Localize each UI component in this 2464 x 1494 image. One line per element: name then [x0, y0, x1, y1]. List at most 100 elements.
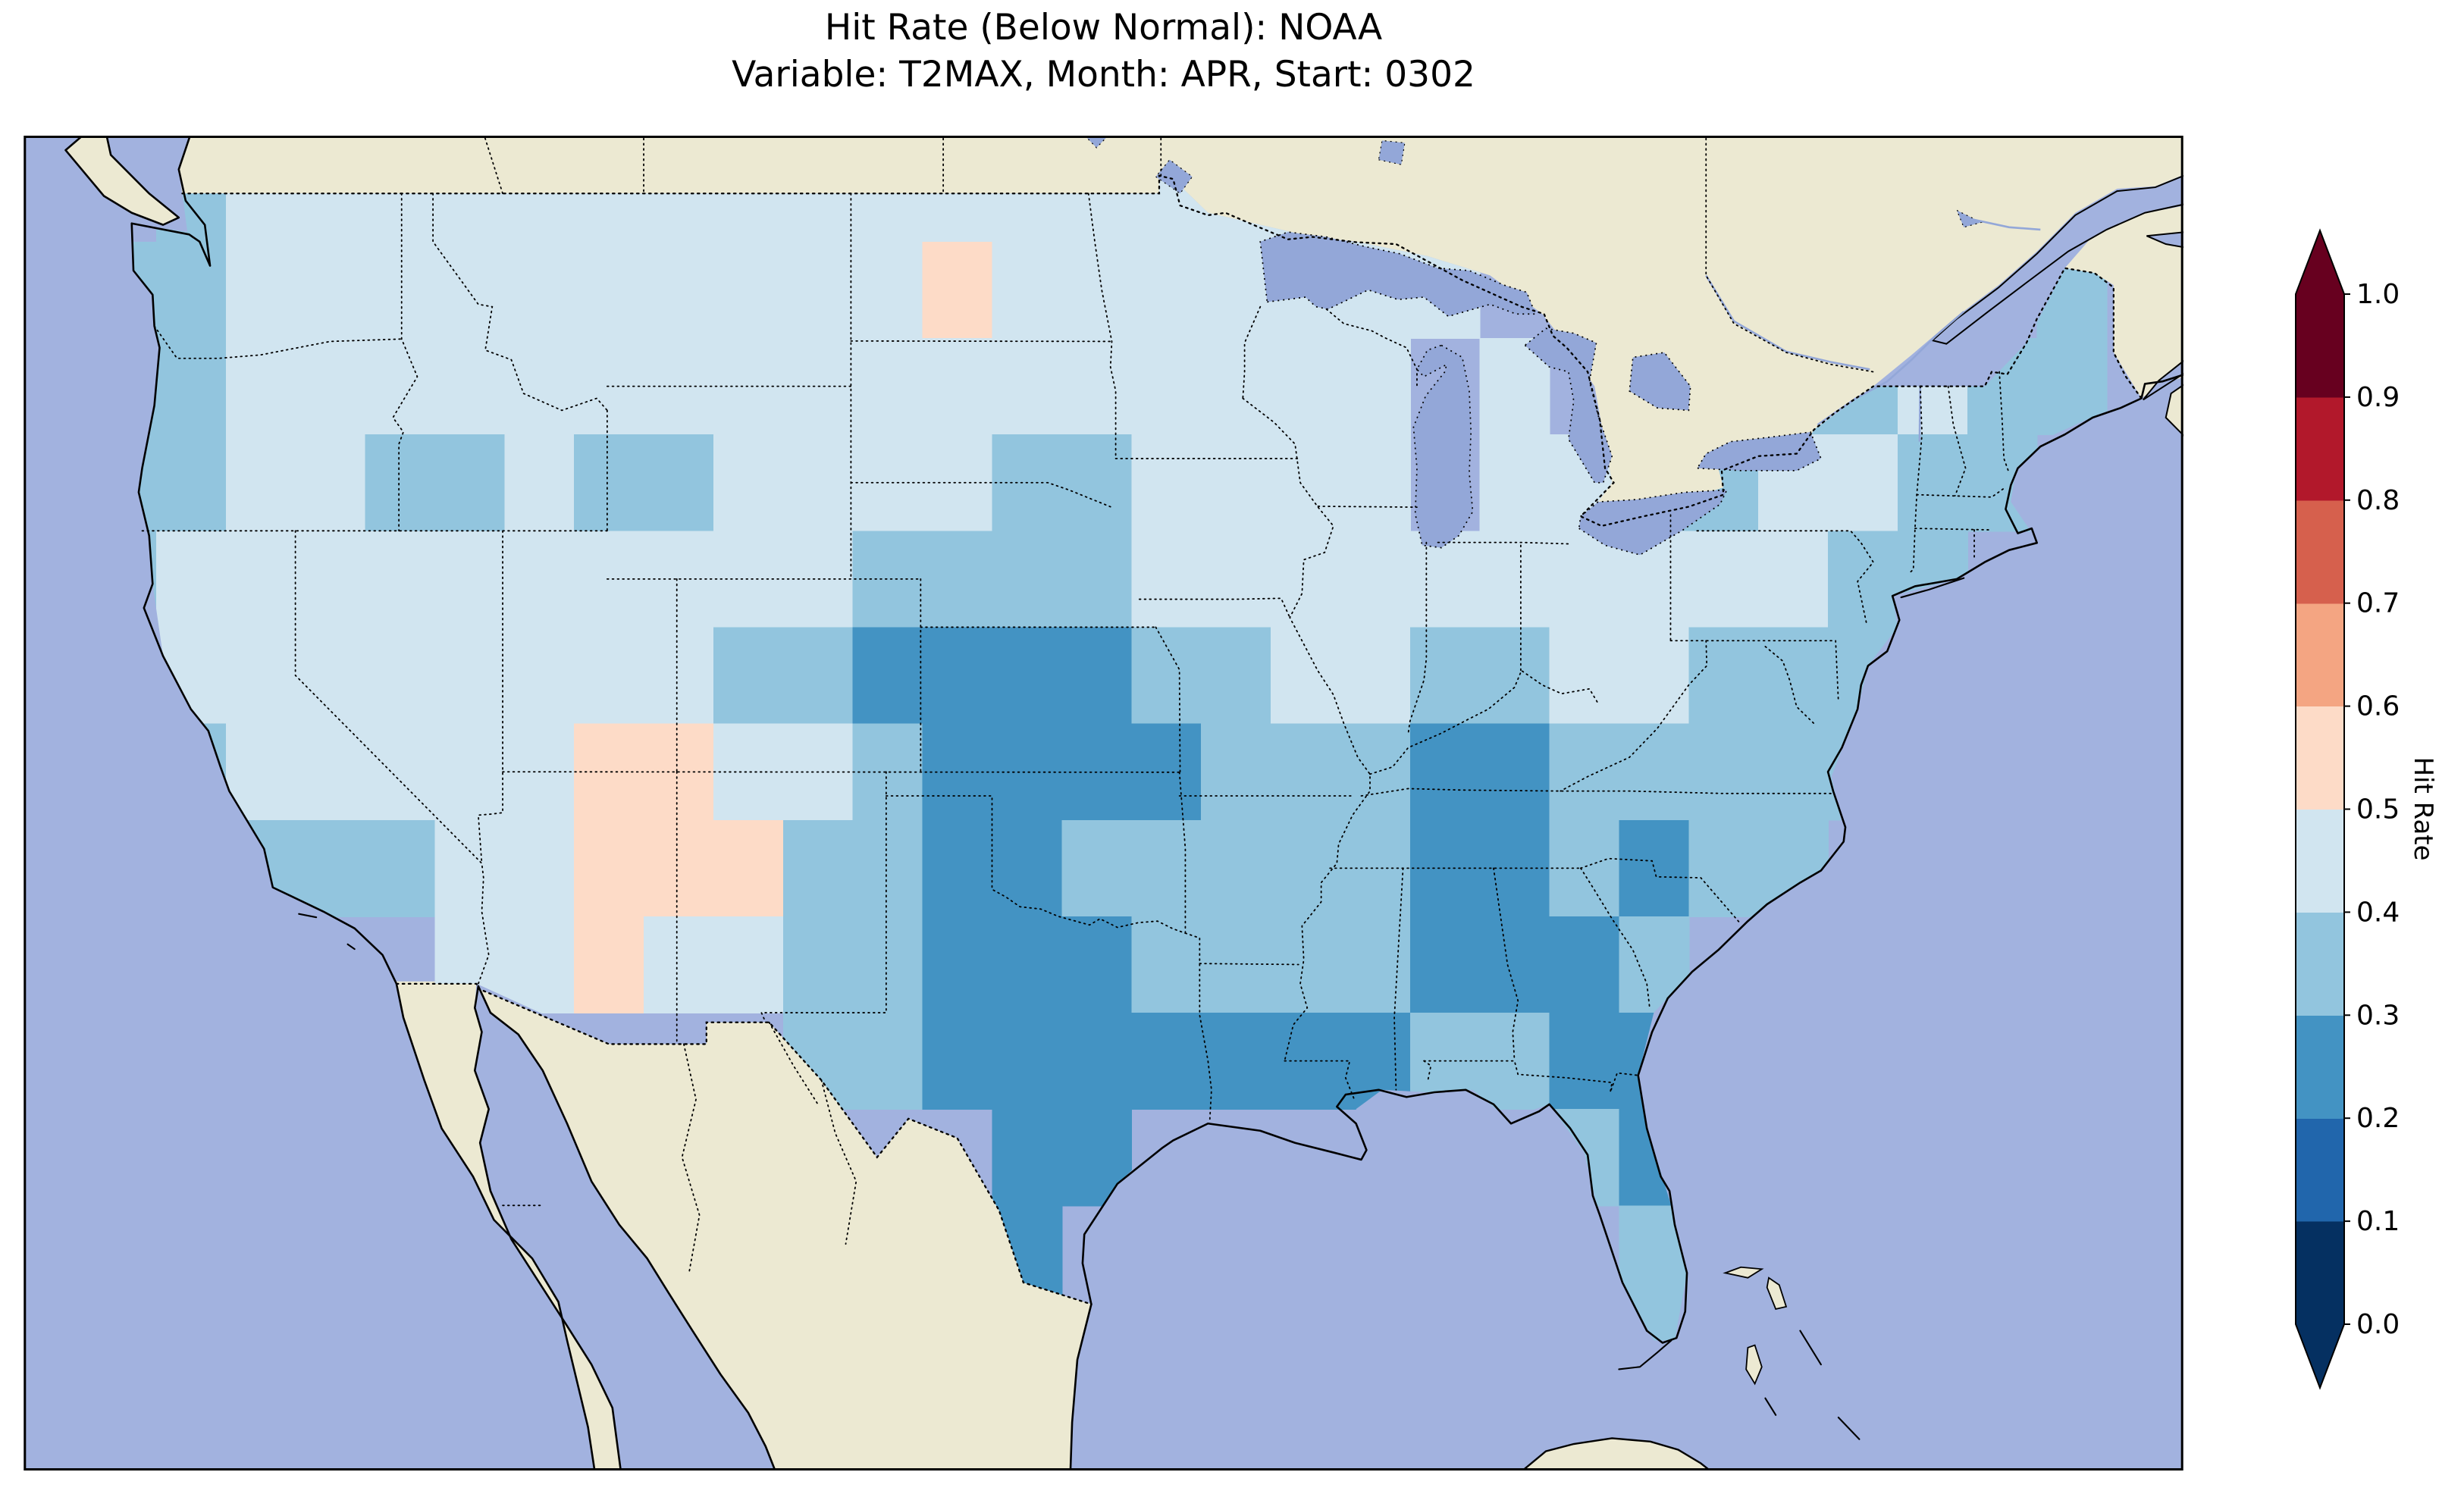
- grid-cell: [1688, 531, 1760, 628]
- grid-cell: [644, 627, 714, 725]
- grid-cell: [295, 241, 366, 339]
- grid-cell: [1898, 434, 1968, 532]
- grid-cell: [922, 916, 993, 1014]
- grid-cell: [1061, 434, 1133, 532]
- grid-cell: [1201, 723, 1271, 821]
- us-map-svg: [24, 136, 2183, 1471]
- grid-cell: [1409, 531, 1481, 628]
- figure-title-block: Hit Rate (Below Normal): NOAA Variable: …: [24, 5, 2183, 99]
- grid-cell: [365, 627, 436, 725]
- grid-cell: [225, 338, 296, 436]
- grid-cell: [1201, 627, 1271, 725]
- grid-cell: [1340, 434, 1411, 532]
- grid-cell: [1549, 531, 1620, 628]
- grid-cell: [295, 434, 366, 532]
- grid-cell: [1758, 627, 1829, 725]
- colorbar-tick-label: 0.2: [2356, 1103, 2400, 1134]
- colorbar-tick-label: 0.1: [2356, 1206, 2400, 1237]
- grid-cell: [922, 338, 993, 436]
- grid-cell: [1619, 819, 1690, 917]
- grid-cell: [365, 241, 436, 339]
- grid-cell: [1479, 916, 1550, 1014]
- grid-cell: [1201, 1013, 1271, 1110]
- grid-cell: [504, 434, 575, 532]
- grid-cell: [225, 531, 296, 628]
- grid-cell: [713, 819, 784, 917]
- grid-cell: [1479, 1013, 1550, 1110]
- grid-cell: [782, 819, 854, 917]
- grid-cell: [1131, 627, 1202, 725]
- grid-cell: [1549, 1013, 1620, 1110]
- rivers: [1705, 216, 2041, 442]
- grid-cell: [992, 241, 1063, 339]
- grid-cell: [713, 627, 784, 725]
- grid-cell: [365, 434, 436, 532]
- grid-cell: [1270, 338, 1341, 436]
- grid-cell: [1270, 531, 1341, 628]
- colorbar-tick-label: 0.0: [2356, 1309, 2400, 1340]
- grid-cell: [1131, 819, 1202, 917]
- grid-cell: [1758, 723, 1829, 821]
- grid-cell: [295, 819, 366, 917]
- grid-cell: [1340, 338, 1411, 436]
- grid-cell: [1201, 819, 1271, 917]
- grid-cell: [365, 723, 436, 821]
- grid-cell: [155, 338, 227, 436]
- colorbar-label: Hit Rate: [2408, 756, 2438, 861]
- grid-cell: [1619, 627, 1690, 725]
- grid-cell: [1549, 627, 1620, 725]
- grid-cell: [155, 241, 227, 339]
- grid-cell: [504, 819, 575, 917]
- grid-cell: [1201, 241, 1271, 339]
- grid-cell: [504, 627, 575, 725]
- grid-cell: [504, 338, 575, 436]
- grid-cell: [434, 723, 506, 821]
- grid-cell: [1061, 819, 1133, 917]
- grid-cell: [1131, 241, 1202, 339]
- colorbar-bin: [2296, 1221, 2344, 1325]
- grid-cell: [1340, 916, 1411, 1014]
- colorbar-tick-label: 0.6: [2356, 691, 2400, 722]
- grid-cell: [1201, 531, 1271, 628]
- colorbar-tick-label: 0.8: [2356, 485, 2400, 516]
- grid-cell: [295, 723, 366, 821]
- grid-cell: [155, 531, 227, 628]
- grid-cell: [852, 916, 923, 1014]
- grid-cell: [992, 531, 1063, 628]
- grid-cell: [434, 241, 506, 339]
- grid-cell: [434, 434, 506, 532]
- grid-cell: [434, 627, 506, 725]
- grid-cell: [1828, 531, 1898, 628]
- grid-cell: [295, 338, 366, 436]
- grid-cell: [1479, 434, 1550, 532]
- grid-cell: [992, 627, 1063, 725]
- grid-cell: [574, 819, 645, 917]
- grid-cell: [852, 1013, 923, 1110]
- grid-cell: [852, 241, 923, 339]
- colorbar-bin: [2296, 603, 2344, 707]
- grid-cell: [1061, 916, 1133, 1014]
- grid-cell: [1061, 627, 1133, 725]
- colorbar-bin: [2296, 396, 2344, 501]
- colorbar-tick-label: 0.7: [2356, 588, 2400, 619]
- colorbar: 0.0 0.1 0.2 0.3 0.4 0.5 0.6 0.7 0.8 0.9 1.0: [2281, 224, 2464, 1422]
- grid-cell: [434, 531, 506, 628]
- grid-cell: [1340, 531, 1411, 628]
- grid-cell: [1688, 627, 1760, 725]
- grid-cell: [852, 627, 923, 725]
- grid-cell: [1758, 531, 1829, 628]
- north-america-landmass: [65, 136, 2183, 1471]
- grid-cell: [1688, 723, 1760, 821]
- grid-cell: [1131, 338, 1202, 436]
- grid-cell: [365, 338, 436, 436]
- grid-cell: [504, 916, 575, 1014]
- grid-cell: [644, 434, 714, 532]
- grid-cell: [574, 627, 645, 725]
- grid-cell: [1409, 723, 1481, 821]
- grid-cell: [1061, 338, 1133, 436]
- grid-cell: [1688, 819, 1760, 917]
- grid-cell: [852, 819, 923, 917]
- grid-cell: [1549, 819, 1620, 917]
- colorbar-bin: [2296, 809, 2344, 913]
- grid-cell: [1201, 434, 1271, 532]
